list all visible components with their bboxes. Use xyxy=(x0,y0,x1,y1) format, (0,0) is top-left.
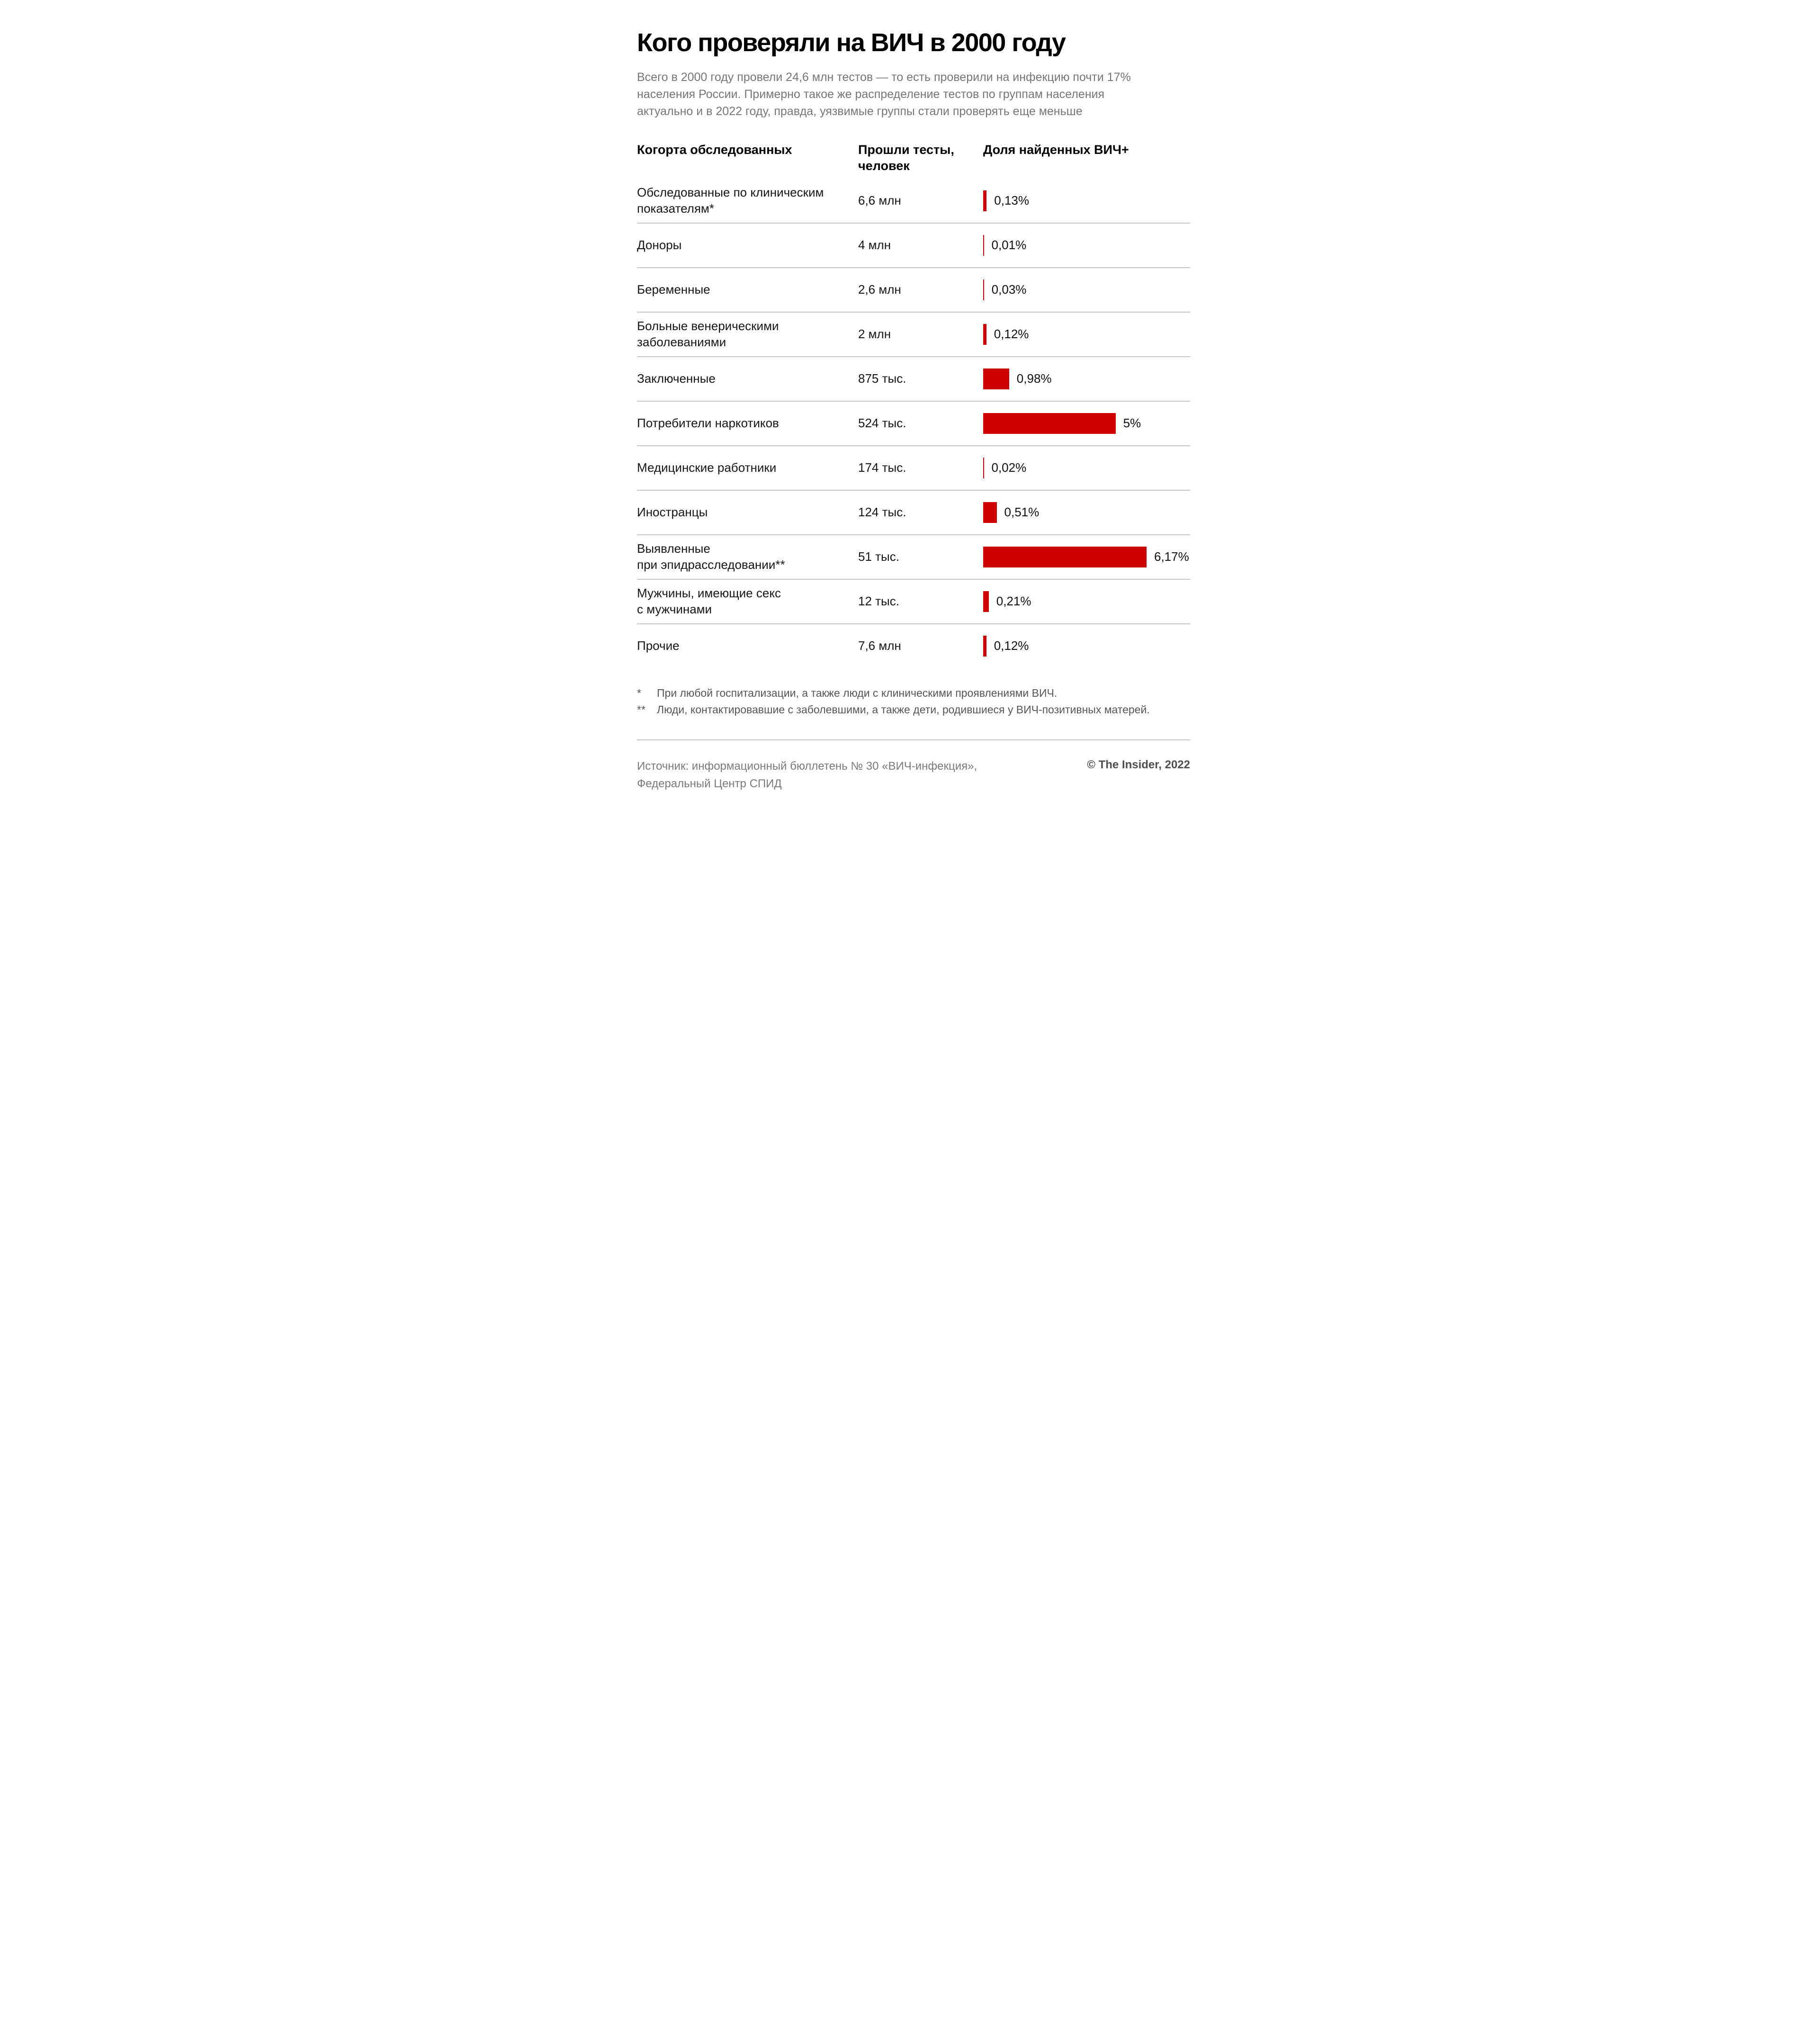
share-label: 0,12% xyxy=(994,327,1029,342)
share-label: 0,03% xyxy=(991,282,1027,297)
footer-divider xyxy=(637,739,1190,741)
share-bar xyxy=(983,413,1116,434)
share-label: 5% xyxy=(1123,416,1141,431)
subtitle: Всего в 2000 году провели 24,6 млн тесто… xyxy=(637,70,1131,118)
table-row: Медицинские работники 174 тыс. 0,02% xyxy=(637,445,1190,490)
share-cell: 0,98% xyxy=(983,368,1190,389)
table-row: Заключенные 875 тыс. 0,98% xyxy=(637,356,1190,401)
share-cell: 5% xyxy=(983,413,1190,434)
share-bar xyxy=(983,502,997,523)
tests-count: 7,6 млн xyxy=(858,639,901,653)
cohort-label: Доноры xyxy=(637,237,682,252)
table-row: Доноры 4 млн 0,01% xyxy=(637,222,1190,267)
cohort-label: Мужчины, имеющие секс с мужчинами xyxy=(637,585,781,616)
footnote: ** Люди, контактировавшие с заболевшими,… xyxy=(637,702,1190,719)
cohort-label: Потребители наркотиков xyxy=(637,415,779,430)
footnotes: * При любой госпитализации, а также люди… xyxy=(637,685,1190,719)
share-bar xyxy=(983,190,987,211)
footnote: * При любой госпитализации, а также люди… xyxy=(637,685,1190,702)
table-row: Выявленные при эпидрасследовании** 51 тыс… xyxy=(637,534,1190,579)
cohort-label: Беременные xyxy=(637,282,710,297)
table-row: Больные венерическими заболеваниями 2 млн… xyxy=(637,311,1190,356)
cohort-label: Иностранцы xyxy=(637,504,708,519)
share-bar xyxy=(983,279,984,300)
share-cell: 0,03% xyxy=(983,279,1190,300)
tests-count: 51 тыс. xyxy=(858,549,899,564)
share-label: 0,51% xyxy=(1004,505,1040,520)
table-body: Обследованные по клиническим показателям… xyxy=(637,179,1190,668)
share-bar xyxy=(983,234,984,256)
share-label: 0,98% xyxy=(1016,371,1052,386)
tests-count: 875 тыс. xyxy=(858,371,906,386)
table-row: Обследованные по клиническим показателям… xyxy=(637,179,1190,223)
share-cell: 0,12% xyxy=(983,324,1190,345)
tests-count: 6,6 млн xyxy=(858,193,901,208)
column-header-tests: Прошли тесты, человек xyxy=(858,142,954,173)
tests-count: 124 тыс. xyxy=(858,505,906,520)
copyright-text: © The Insider, 2022 xyxy=(1087,758,1190,772)
tests-count: 2,6 млн xyxy=(858,282,901,297)
cohort-label: Заключенные xyxy=(637,371,716,386)
share-bar xyxy=(983,591,989,612)
column-header-cohort: Когорта обследованных xyxy=(637,142,792,157)
cohort-label: Прочие xyxy=(637,638,680,653)
table-header-row: Когорта обследованных Прошли тесты, чело… xyxy=(637,142,1190,174)
table-row: Мужчины, имеющие секс с мужчинами 12 тыс.… xyxy=(637,578,1190,623)
cohort-label: Больные венерическими заболеваниями xyxy=(637,318,779,349)
share-cell: 0,12% xyxy=(983,635,1190,657)
tests-count: 524 тыс. xyxy=(858,416,906,431)
share-cell: 0,13% xyxy=(983,190,1190,211)
tests-count: 174 тыс. xyxy=(858,460,906,475)
share-cell: 6,17% xyxy=(983,546,1190,567)
tests-count: 2 млн xyxy=(858,327,891,342)
table-row: Беременные 2,6 млн 0,03% xyxy=(637,267,1190,312)
share-label: 0,01% xyxy=(991,238,1027,252)
source-text: Источник: информационный бюллетень № 30 … xyxy=(637,760,977,791)
share-cell: 0,01% xyxy=(983,234,1190,256)
share-cell: 0,51% xyxy=(983,502,1190,523)
page-title: Кого проверяли на ВИЧ в 2000 году xyxy=(637,28,1066,57)
footnote-text: При любой госпитализации, а также люди с… xyxy=(657,686,1058,699)
tests-count: 12 тыс. xyxy=(858,594,899,609)
cohort-label: Медицинские работники xyxy=(637,460,777,475)
cohort-label: Обследованные по клиническим показателям… xyxy=(637,185,824,216)
share-cell: 0,21% xyxy=(983,591,1190,612)
infographic-page: Кого проверяли на ВИЧ в 2000 году Всего … xyxy=(607,0,1213,814)
cohort-label: Выявленные при эпидрасследовании** xyxy=(637,541,785,572)
footnote-marker: ** xyxy=(637,703,646,716)
footnote-text: Люди, контактировавшие с заболевшими, а … xyxy=(657,703,1150,716)
share-label: 0,13% xyxy=(994,193,1029,208)
share-label: 6,17% xyxy=(1154,549,1189,564)
share-label: 0,02% xyxy=(991,460,1027,475)
table-row: Потребители наркотиков 524 тыс. 5% xyxy=(637,400,1190,445)
table-row: Иностранцы 124 тыс. 0,51% xyxy=(637,489,1190,534)
share-label: 0,21% xyxy=(996,594,1031,609)
share-bar xyxy=(983,546,1147,567)
share-bar xyxy=(983,368,1009,389)
share-bar xyxy=(983,635,986,657)
table-row: Прочие 7,6 млн 0,12% xyxy=(637,623,1190,668)
footer: Источник: информационный бюллетень № 30 … xyxy=(637,757,1190,792)
column-header-share: Доля найденных ВИЧ+ xyxy=(983,142,1129,157)
share-bar xyxy=(983,324,986,345)
footnote-marker: * xyxy=(637,686,641,699)
share-cell: 0,02% xyxy=(983,457,1190,478)
share-label: 0,12% xyxy=(994,639,1029,653)
share-bar xyxy=(983,457,984,478)
tests-count: 4 млн xyxy=(858,238,891,252)
